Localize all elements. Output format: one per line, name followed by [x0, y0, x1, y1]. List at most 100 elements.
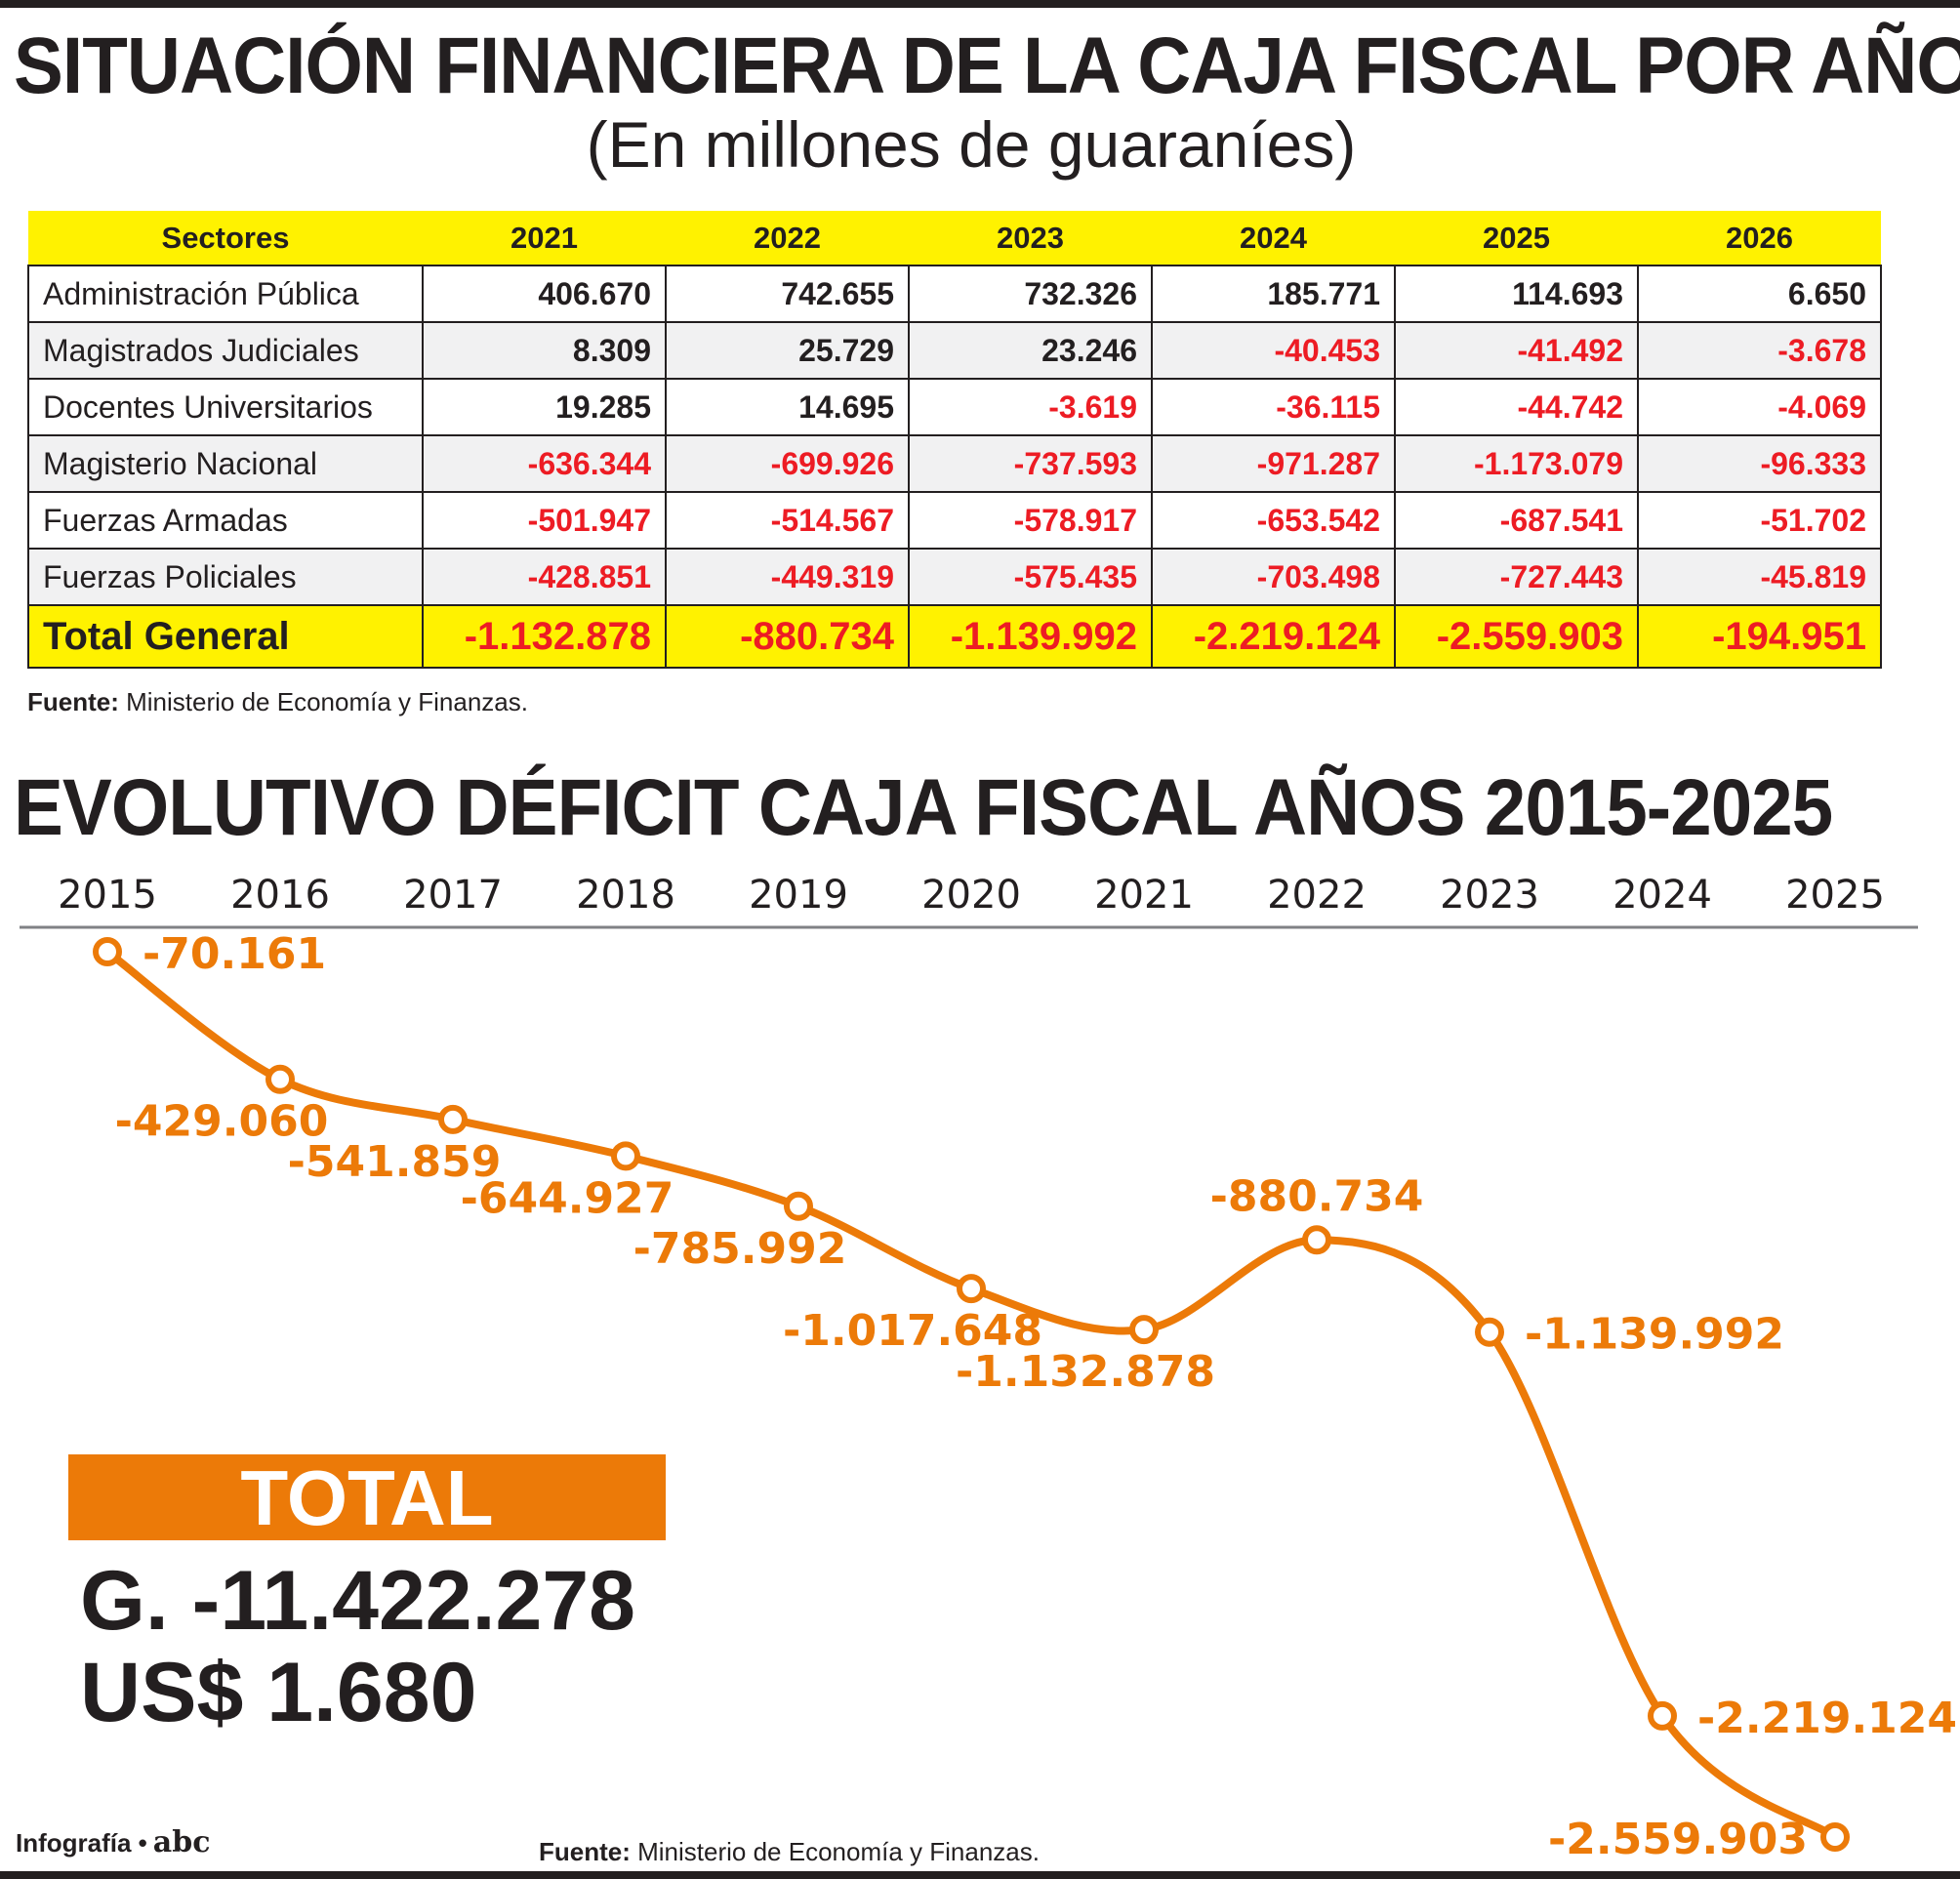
- table-cell: 23.246: [908, 321, 1153, 380]
- abc-logo: abc: [152, 1825, 211, 1859]
- chart-source-label: Fuente:: [539, 1837, 631, 1866]
- x-tick-label: 2015: [58, 873, 157, 918]
- data-label: -644.927: [461, 1173, 674, 1223]
- chart-source-text: Ministerio de Economía y Finanzas.: [630, 1837, 1040, 1866]
- table-row: Magistrados Judiciales 8.309 25.729 23.246-…: [27, 321, 1882, 380]
- table-cell: -449.319: [665, 548, 910, 606]
- data-label: -1.132.878: [956, 1347, 1215, 1397]
- column-header: 2021: [423, 211, 666, 266]
- x-tick-label: 2021: [1094, 873, 1194, 918]
- table-cell: -578.917: [908, 491, 1153, 550]
- data-label: -1.017.648: [783, 1306, 1042, 1356]
- data-label: -785.992: [633, 1224, 847, 1274]
- table-cell: -36.115: [1151, 378, 1396, 436]
- data-point: [957, 1274, 986, 1304]
- table-cell: -194.951: [1637, 604, 1882, 669]
- table-cell: -653.542: [1151, 491, 1396, 550]
- table-cell: -3.678: [1637, 321, 1882, 380]
- data-label: -2.559.903: [1548, 1815, 1808, 1864]
- table-total-row: Total General -1.132.878 -880.734 -1.139.99…: [27, 604, 1882, 669]
- source-note: Fuente: Ministerio de Economía y Finanza…: [27, 687, 528, 717]
- chart-source-note: Fuente: Ministerio de Economía y Finanza…: [539, 1837, 1040, 1867]
- x-tick-label: 2022: [1267, 873, 1367, 918]
- table-cell: 732.326: [908, 265, 1153, 323]
- table-cell: -971.287: [1151, 434, 1396, 493]
- table-cell: -1.173.079: [1394, 434, 1639, 493]
- x-tick-label: 2016: [230, 873, 330, 918]
- page-title: SITUACIÓN FINANCIERA DE LA CAJA FISCAL P…: [14, 21, 1960, 110]
- table-header-row: Sectores 2021 2022 2023 2024 2025 2026: [28, 211, 1881, 266]
- table-cell: -636.344: [422, 434, 667, 493]
- table-cell: -737.593: [908, 434, 1153, 493]
- sector-label: Fuerzas Policiales: [27, 548, 424, 606]
- page-subtitle: (En millones de guaraníes): [586, 108, 1357, 181]
- x-tick-label: 2018: [576, 873, 675, 918]
- x-tick-label: 2025: [1785, 873, 1885, 918]
- table-cell: -1.139.992: [908, 604, 1153, 669]
- credit-label: Infografía •: [16, 1828, 147, 1858]
- table-cell: -428.851: [422, 548, 667, 606]
- data-point: [438, 1104, 468, 1134]
- table-row: Fuerzas Policiales -428.851 -449.319 -575.4…: [27, 548, 1882, 606]
- x-tick-label: 2023: [1440, 873, 1539, 918]
- data-point: [265, 1064, 295, 1094]
- column-header: 2026: [1638, 211, 1881, 266]
- column-header: 2024: [1152, 211, 1395, 266]
- table-cell: 185.771: [1151, 265, 1396, 323]
- table-cell: 14.695: [665, 378, 910, 436]
- top-rule: [0, 0, 1960, 8]
- data-point: [93, 937, 122, 966]
- table-cell: -45.819: [1637, 548, 1882, 606]
- x-tick-label: 2017: [403, 873, 503, 918]
- table-cell: -41.492: [1394, 321, 1639, 380]
- column-header: 2025: [1395, 211, 1638, 266]
- source-text: Ministerio de Economía y Finanzas.: [118, 687, 528, 716]
- table-cell: -2.219.124: [1151, 604, 1396, 669]
- table-cell: -727.443: [1394, 548, 1639, 606]
- table-cell: -44.742: [1394, 378, 1639, 436]
- table-cell: 25.729: [665, 321, 910, 380]
- table-row: Fuerzas Armadas -501.947 -514.567 -578.917-…: [27, 491, 1882, 550]
- series-line: [103, 948, 1839, 1841]
- table-cell: 8.309: [422, 321, 667, 380]
- data-point: [1475, 1317, 1504, 1347]
- table-cell: -4.069: [1637, 378, 1882, 436]
- x-tick-label: 2020: [921, 873, 1021, 918]
- data-point: [784, 1191, 813, 1221]
- data-label: -880.734: [1210, 1171, 1424, 1221]
- sector-label: Administración Pública: [27, 265, 424, 323]
- table-cell: -3.619: [908, 378, 1153, 436]
- data-label: -2.219.124: [1697, 1694, 1957, 1743]
- table-cell: -501.947: [422, 491, 667, 550]
- table-cell: 114.693: [1394, 265, 1639, 323]
- source-label: Fuente:: [27, 687, 119, 716]
- table-cell: -96.333: [1637, 434, 1882, 493]
- data-label: -70.161: [143, 929, 326, 979]
- table-cell: 6.650: [1637, 265, 1882, 323]
- table-cell: -1.132.878: [422, 604, 667, 669]
- column-header: 2023: [909, 211, 1152, 266]
- column-header: 2022: [666, 211, 909, 266]
- total-guaranies: G. -11.422.278: [80, 1554, 635, 1648]
- sector-label: Total General: [27, 604, 424, 669]
- bottom-rule: [0, 1871, 1960, 1879]
- table-cell: -514.567: [665, 491, 910, 550]
- total-usd: US$ 1.680: [80, 1646, 477, 1739]
- table-cell: -51.702: [1637, 491, 1882, 550]
- data-label: -429.060: [115, 1097, 329, 1147]
- table-cell: -687.541: [1394, 491, 1639, 550]
- data-point: [1302, 1225, 1331, 1255]
- table-cell: 742.655: [665, 265, 910, 323]
- financial-table: Sectores 2021 2022 2023 2024 2025 2026 A…: [27, 211, 1882, 669]
- table-cell: -703.498: [1151, 548, 1396, 606]
- data-label: -541.859: [288, 1137, 502, 1187]
- table-row: Magisterio Nacional -636.344 -699.926 -737.…: [27, 434, 1882, 493]
- sector-label: Magisterio Nacional: [27, 434, 424, 493]
- table-cell: -575.435: [908, 548, 1153, 606]
- sector-label: Fuerzas Armadas: [27, 491, 424, 550]
- column-header: Sectores: [28, 211, 423, 266]
- table-row: Docentes Universitarios 19.285 14.695 -3.61…: [27, 378, 1882, 436]
- chart-title: EVOLUTIVO DÉFICIT CAJA FISCAL AÑOS 2015-…: [14, 763, 1833, 852]
- total-label-box: TOTAL: [68, 1454, 666, 1541]
- data-point: [611, 1141, 640, 1171]
